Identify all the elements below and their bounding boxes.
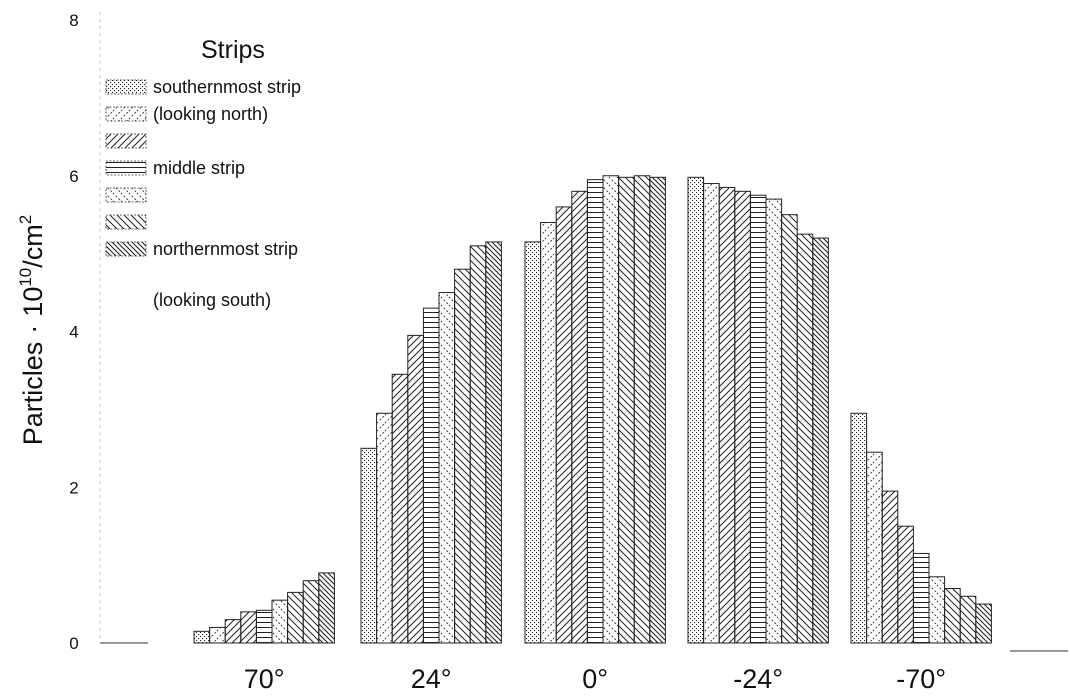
bar--24°-strip-8: [796, 233, 814, 644]
bar--24°-strip-4: [734, 190, 751, 644]
bar--24°-strip-1: [687, 176, 705, 644]
legend-swatch: [105, 79, 147, 95]
bar-70°-strip-3: [224, 619, 242, 644]
y-axis-title-unit: /cm: [18, 224, 48, 268]
bar-70°-strip-7: [287, 591, 304, 644]
legend-swatch: [105, 241, 147, 257]
legend-entries: southernmost strip (looking north) middle …: [105, 77, 301, 259]
x-tick-label: 24°: [411, 664, 452, 694]
bar--70°-strip-9: [975, 603, 992, 644]
legend-swatch: [105, 133, 147, 149]
bar-70°-strip-2: [209, 626, 226, 644]
legend-label: (looking north): [153, 104, 268, 124]
y-tick-label: 8: [69, 11, 78, 30]
bar-70°-strip-6: [271, 599, 289, 644]
bar-24°-strip-2: [376, 412, 393, 644]
legend-swatch: [105, 106, 147, 122]
y-tick-label: 0: [69, 634, 78, 653]
y-axis-title-exp2: 2: [16, 215, 35, 224]
y-axis-title-base: 10: [18, 287, 48, 317]
legend-label: middle strip: [153, 158, 245, 178]
bar-70°-strip-4: [240, 611, 257, 644]
bar--24°-strip-3: [718, 186, 736, 644]
x-tick-label: -70°: [896, 664, 946, 694]
bar-24°-strip-5: [422, 307, 440, 644]
bar-24°-strip-3: [391, 373, 409, 644]
legend-label: northernmost strip: [153, 239, 298, 259]
legend-swatch: [105, 214, 147, 230]
x-tick-label: 70°: [244, 664, 285, 694]
legend-title: Strips: [201, 36, 265, 64]
bar--24°-strip-5: [749, 194, 767, 644]
bar--70°-strip-2: [866, 451, 883, 644]
legend-label: southernmost strip: [153, 77, 301, 97]
y-axis-title-main: Particles: [18, 342, 48, 446]
bar-24°-strip-9: [485, 241, 502, 644]
legend-swatch: [105, 187, 147, 203]
bar--70°-strip-3: [881, 490, 899, 644]
bar--24°-strip-7: [781, 214, 798, 644]
y-ticks: 0 2 4 6 8: [69, 11, 78, 653]
bar-24°-strip-6: [438, 292, 456, 644]
bar-0°-strip-4: [571, 190, 588, 644]
y-axis-title: Particles · 1010/cm2: [16, 215, 48, 445]
bars: [193, 175, 992, 644]
y-tick-label: 4: [69, 323, 78, 342]
bar-24°-strip-7: [454, 268, 471, 644]
bar-70°-strip-1: [193, 630, 211, 644]
bar-0°-strip-5: [586, 179, 604, 644]
y-axis-title-sep: ·: [18, 325, 48, 334]
legend-extra-line: (looking south): [153, 290, 271, 310]
bar-70°-strip-8: [302, 580, 320, 644]
bar--70°-strip-8: [959, 595, 977, 644]
bar-0°-strip-2: [540, 221, 557, 644]
y-tick-label: 2: [69, 478, 78, 497]
bar--70°-strip-6: [928, 576, 946, 644]
y-axis-title-exp1: 10: [16, 268, 35, 287]
bar--70°-strip-4: [897, 525, 914, 644]
bar-0°-strip-9: [649, 176, 666, 644]
x-tick-label: 0°: [582, 664, 608, 694]
bar-24°-strip-4: [407, 334, 424, 644]
y-tick-label: 6: [69, 167, 78, 186]
bar--24°-strip-9: [812, 237, 829, 644]
bar-70°-strip-5: [255, 609, 273, 644]
legend-swatch: [105, 160, 147, 176]
bar-0°-strip-8: [633, 175, 651, 644]
bar--70°-strip-1: [850, 412, 868, 644]
x-tick-label: -24°: [733, 664, 783, 694]
bar-24°-strip-1: [360, 447, 378, 644]
bar-0°-strip-1: [524, 241, 542, 644]
bar-0°-strip-6: [602, 175, 620, 644]
bar--70°-strip-5: [912, 552, 930, 644]
bar-0°-strip-7: [618, 176, 635, 644]
bar--24°-strip-2: [703, 183, 720, 644]
bar-0°-strip-3: [555, 206, 573, 644]
bar-70°-strip-9: [318, 572, 335, 644]
bar--70°-strip-7: [944, 587, 961, 644]
x-labels: 70° 24° 0° -24° -70°: [244, 664, 946, 694]
bar-24°-strip-8: [469, 245, 487, 644]
bar--24°-strip-6: [765, 198, 783, 644]
legend: Strips southernmost strip (looking north)…: [105, 36, 301, 310]
